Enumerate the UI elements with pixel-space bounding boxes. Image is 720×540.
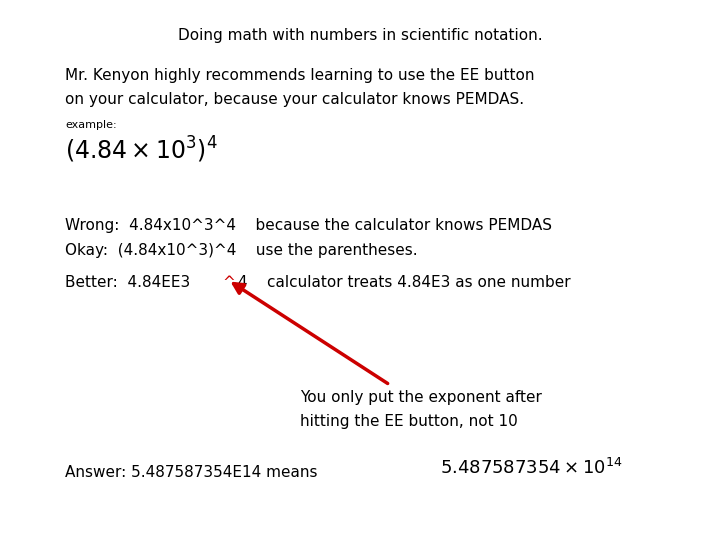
Text: on your calculator, because your calculator knows PEMDAS.: on your calculator, because your calcula… (65, 92, 524, 107)
Text: 4    calculator treats 4.84E3 as one number: 4 calculator treats 4.84E3 as one number (233, 275, 571, 290)
Text: Doing math with numbers in scientific notation.: Doing math with numbers in scientific no… (178, 28, 542, 43)
Text: Answer: 5.487587354E14 means: Answer: 5.487587354E14 means (65, 465, 318, 480)
Text: Better:  4.84EE3: Better: 4.84EE3 (65, 275, 190, 290)
Text: Okay:  (4.84x10^3)^4    use the parentheses.: Okay: (4.84x10^3)^4 use the parentheses. (65, 243, 418, 258)
Text: hitting the EE button, not 10: hitting the EE button, not 10 (300, 414, 518, 429)
Text: ^: ^ (222, 275, 235, 290)
Text: example:: example: (65, 120, 117, 130)
Text: Mr. Kenyon highly recommends learning to use the EE button: Mr. Kenyon highly recommends learning to… (65, 68, 534, 83)
Text: $(4.84\times10^3)^4$: $(4.84\times10^3)^4$ (65, 135, 217, 165)
Text: $5.487587354\times10^{14}$: $5.487587354\times10^{14}$ (440, 458, 623, 478)
Text: You only put the exponent after: You only put the exponent after (300, 390, 542, 405)
Text: Wrong:  4.84x10^3^4    because the calculator knows PEMDAS: Wrong: 4.84x10^3^4 because the calculato… (65, 218, 552, 233)
